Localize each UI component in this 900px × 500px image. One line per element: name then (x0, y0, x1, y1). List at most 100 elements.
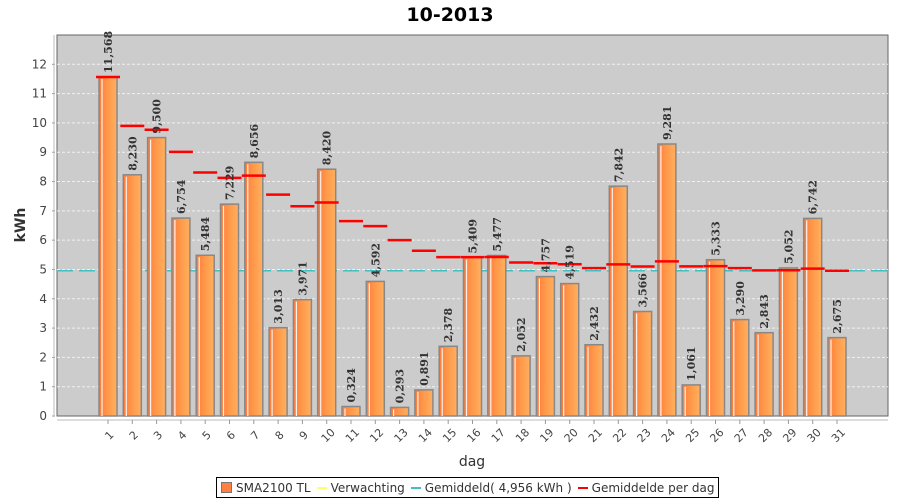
bar-day-13 (389, 406, 410, 417)
y-tick-label: 4 (39, 292, 47, 306)
bar-day-4 (171, 217, 191, 417)
bar-day-25 (681, 384, 701, 417)
y-tick-label: 3 (39, 321, 47, 335)
bar-day-15 (438, 345, 458, 417)
bar-value-label: 11,568 (102, 31, 115, 73)
chart-legend: SMA2100 TL Verwachting Gemiddeld( 4,956 … (216, 477, 720, 498)
bar-value-label: 2,052 (515, 317, 528, 351)
x-tick-label: 23 (635, 426, 654, 445)
bar-day-8 (268, 326, 288, 417)
x-tick-label: 18 (513, 426, 532, 445)
legend-item-running-average: Gemiddelde per dag (577, 480, 715, 495)
bar-value-label: 8,230 (126, 136, 139, 171)
chart-title: 10-2013 (406, 4, 494, 26)
x-tick-label: 14 (416, 426, 435, 445)
y-tick-label: 9 (39, 145, 47, 159)
bar-value-label: 3,566 (637, 273, 650, 308)
x-tick-label: 15 (440, 426, 459, 445)
x-tick-label: 27 (732, 426, 751, 445)
x-tick-label: 9 (297, 428, 311, 442)
bar-day-28 (754, 331, 774, 417)
bar-day-24 (657, 143, 677, 417)
x-axis-label: dag (459, 454, 485, 470)
bar-day-11 (341, 405, 361, 417)
bar-value-label: 3,290 (734, 281, 747, 316)
bar-value-label: 5,484 (199, 216, 212, 251)
legend-item-expectation: Verwachting (316, 480, 405, 495)
bar-value-label: 5,052 (782, 229, 795, 263)
legend-label-expectation: Verwachting (330, 480, 405, 495)
bar-day-26 (705, 258, 726, 417)
bar-day-20 (559, 282, 580, 417)
x-tick-label: 21 (586, 426, 605, 445)
y-tick-label: 6 (39, 233, 47, 247)
x-tick-label: 3 (151, 428, 165, 442)
x-tick-label: 31 (829, 426, 848, 445)
bar-value-label: 7,229 (224, 166, 237, 200)
x-tick-label: 5 (200, 428, 214, 442)
x-tick-label: 24 (659, 426, 678, 445)
x-tick-label: 13 (392, 426, 411, 445)
y-tick-label: 12 (32, 57, 47, 71)
legend-swatch-production (221, 482, 232, 493)
y-tick-label: 1 (39, 380, 47, 394)
bar-day-3 (146, 136, 167, 417)
y-tick-label: 8 (39, 175, 47, 189)
legend-swatch-running-average (577, 486, 588, 489)
legend-swatch-average (410, 486, 421, 489)
x-tick-label: 4 (175, 428, 189, 442)
legend-item-production: SMA2100 TL (221, 481, 311, 495)
legend-item-average: Gemiddeld( 4,956 kWh ) (410, 480, 572, 495)
bar-value-label: 9,281 (661, 106, 674, 140)
x-tick-label: 16 (464, 426, 483, 445)
bar-day-29 (778, 267, 799, 417)
bar-value-label: 8,420 (321, 130, 334, 165)
bar-day-19 (535, 275, 556, 417)
bar-value-label: 4,757 (539, 238, 552, 272)
x-tick-label: 26 (707, 426, 726, 445)
bar-value-label: 4,519 (564, 245, 577, 279)
y-tick-label: 2 (39, 350, 47, 364)
bar-value-label: 3,013 (272, 289, 285, 323)
bar-value-label: 6,754 (175, 179, 188, 214)
x-tick-label: 12 (367, 426, 386, 445)
bar-value-label: 6,742 (807, 180, 820, 214)
x-tick-label: 10 (319, 426, 338, 445)
bar-value-label: 0,293 (394, 369, 407, 403)
legend-label-average: Gemiddeld( 4,956 kWh ) (424, 480, 572, 495)
bar-day-9 (292, 298, 313, 417)
bar-day-27 (730, 318, 750, 417)
bar-day-14 (414, 389, 434, 417)
x-tick-label: 19 (537, 426, 556, 445)
legend-swatch-expectation (316, 486, 327, 489)
x-tick-label: 6 (224, 428, 238, 442)
x-tick-label: 22 (610, 426, 629, 445)
y-tick-label: 11 (32, 87, 47, 101)
x-tick-label: 7 (248, 428, 262, 442)
y-tick-label: 0 (39, 409, 47, 423)
legend-label-production: SMA2100 TL (236, 480, 311, 495)
bar-value-label: 3,971 (296, 261, 309, 295)
bar-day-22 (608, 185, 629, 417)
bar-value-label: 4,592 (369, 243, 382, 277)
bar-day-7 (244, 161, 264, 417)
bar-value-label: 7,842 (612, 148, 625, 182)
legend-label-running-average: Gemiddelde per dag (591, 480, 715, 495)
bar-value-label: 8,656 (248, 124, 261, 159)
x-tick-label: 20 (562, 426, 581, 445)
bar-day-31 (827, 336, 847, 417)
bar-value-label: 5,409 (467, 219, 480, 253)
y-tick-label: 7 (39, 204, 47, 218)
bar-value-label: 5,477 (491, 217, 504, 251)
x-tick-label: 17 (489, 426, 508, 445)
x-tick-label: 28 (756, 426, 775, 445)
bar-day-6 (219, 203, 240, 417)
y-axis-label: kWh (13, 208, 29, 243)
bar-day-17 (487, 254, 507, 417)
bar-value-label: 2,378 (442, 308, 455, 343)
bar-value-label: 0,324 (345, 368, 358, 403)
bar-day-12 (365, 280, 386, 417)
bar-day-18 (511, 355, 531, 417)
bar-day-21 (584, 343, 604, 417)
y-tick-label: 5 (39, 262, 47, 276)
